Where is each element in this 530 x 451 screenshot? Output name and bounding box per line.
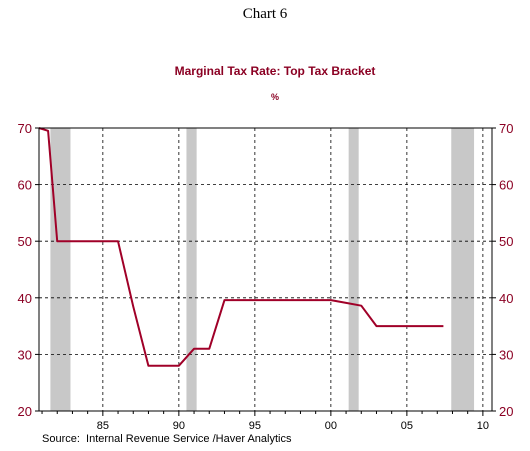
chart-title: Marginal Tax Rate: Top Tax Bracket [174,64,376,78]
x-tick-label: 10 [477,420,489,432]
y-tick-label-right: 70 [499,121,513,136]
x-tick-label: 00 [325,420,337,432]
y-tick-label-right: 40 [499,291,513,306]
y-tick-label-left: 30 [18,347,32,362]
y-tick-label-right: 50 [499,234,513,249]
plot-frame [38,127,493,412]
x-tick-label: 90 [173,420,185,432]
y-tick-label-right: 60 [499,178,513,193]
x-tick-label: 95 [249,420,261,432]
recession-shading [50,128,475,411]
y-tick-label-right: 20 [499,404,513,419]
recession-band [348,128,359,411]
x-tick-label: 85 [97,420,109,432]
axis-ticks: 20 20 30 30 40 40 50 50 60 60 70 70 85 90 95 00 05 10 [18,121,514,432]
y-tick-label-left: 60 [18,178,32,193]
series-line [38,127,444,367]
y-tick-label-left: 40 [18,291,32,306]
y-tick-label-left: 70 [18,121,32,136]
recession-band [186,128,197,411]
recession-band [451,128,475,411]
y-tick-label-left: 20 [18,404,32,419]
chart-number: Chart 6 [242,6,288,22]
x-tick-label: 05 [401,420,413,432]
recession-band [50,128,71,411]
y-tick-label-right: 30 [499,347,513,362]
source-note: Source: Internal Revenue Service /Haver … [42,433,292,445]
y-tick-label-left: 50 [18,234,32,249]
chart-unit: % [270,92,279,102]
series-layer [38,127,444,367]
grid-lines [39,128,492,411]
